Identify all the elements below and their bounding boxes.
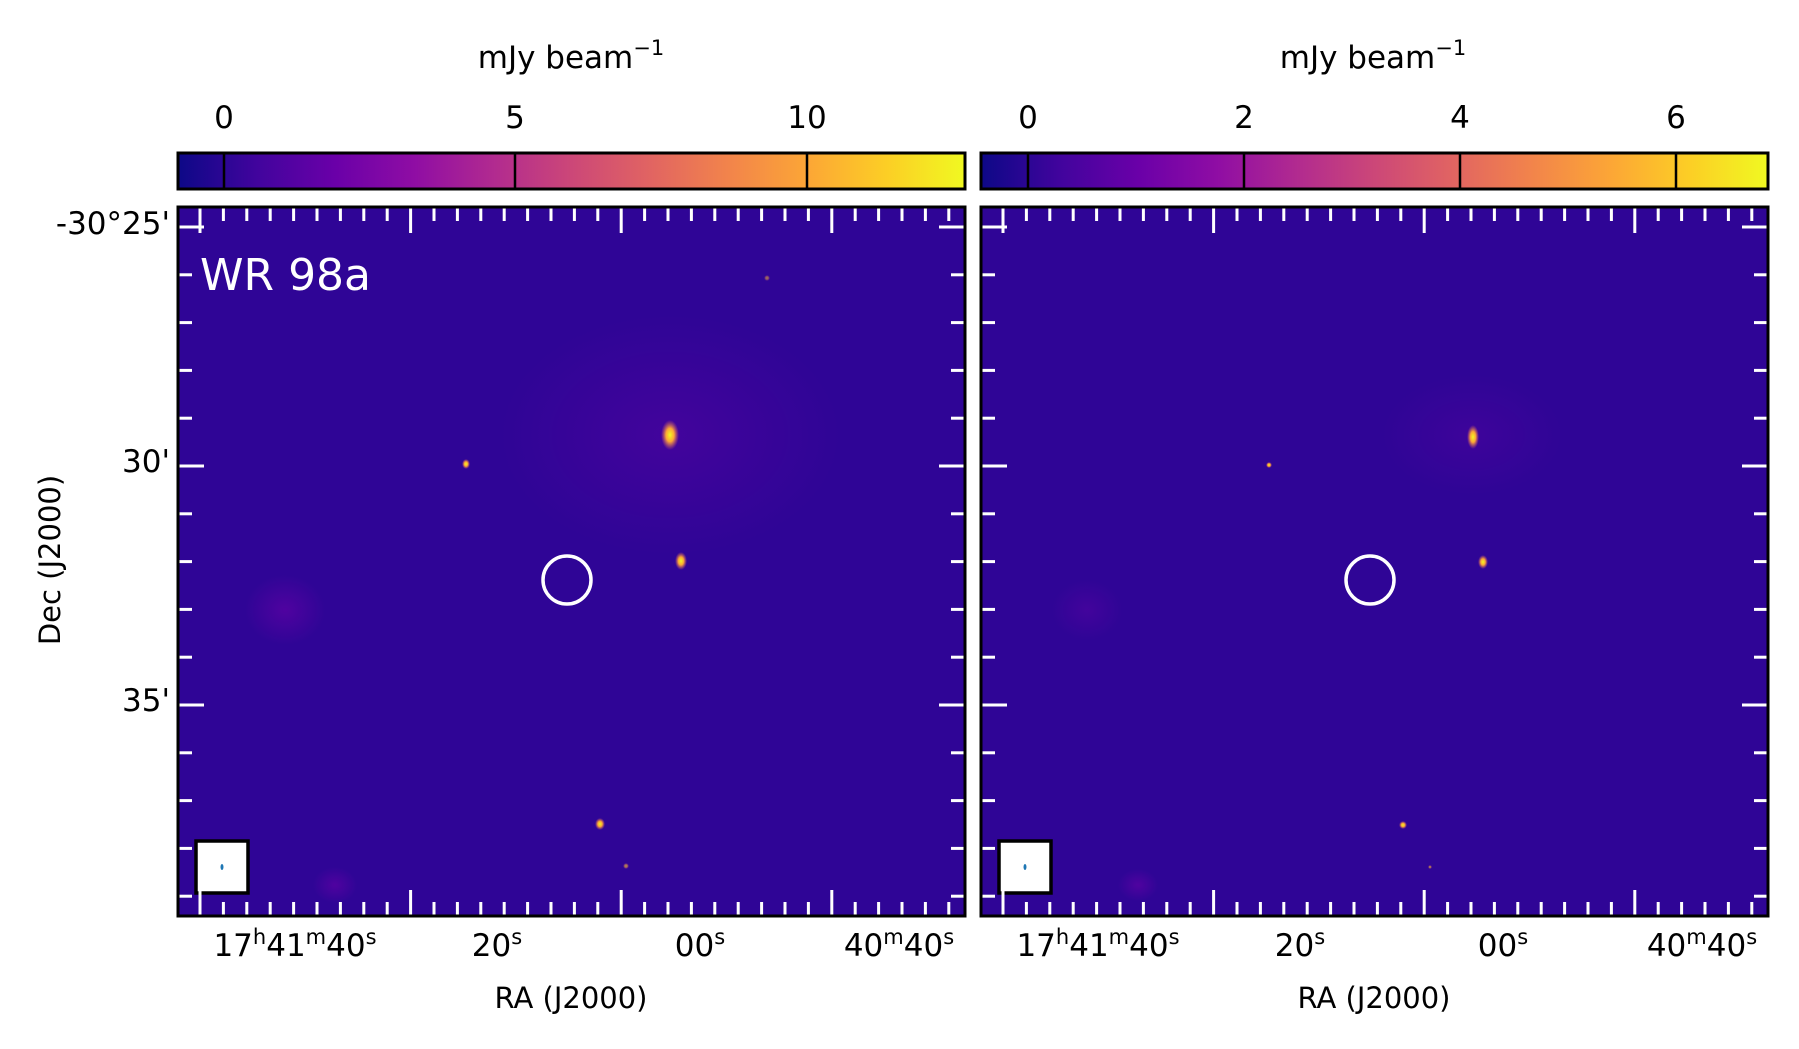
radio-source — [462, 459, 470, 469]
sky-image-left: WR 98a — [178, 207, 965, 916]
ra-tick-label: 20s — [472, 925, 522, 964]
radio-source — [1467, 425, 1479, 449]
colorbar-tick-label: 0 — [1018, 100, 1038, 136]
panel-right: mJy beam−1 0 2 4 6 — [979, 36, 1770, 1015]
radio-source — [1399, 821, 1407, 829]
beam-ellipse — [220, 864, 224, 870]
image-background — [981, 207, 1768, 916]
dec-tick-labels: -30°25' 30' 35' — [56, 206, 170, 719]
ra-tick-label: 00s — [675, 925, 725, 964]
target-position-marker — [1344, 554, 1396, 606]
y-axis-label: Dec (J2000) — [33, 475, 67, 645]
ra-tick-label: 40m40s — [1647, 925, 1757, 964]
colorbar-tick-label: 2 — [1234, 100, 1254, 136]
image-background — [178, 207, 965, 916]
dec-tick-label: 30' — [122, 444, 170, 480]
x-axis-label-left: RA (J2000) — [494, 981, 647, 1015]
colorbar-ticks-right: 0 2 4 6 — [1018, 100, 1686, 189]
radio-source — [1266, 462, 1272, 468]
colorbar-right — [979, 151, 1770, 191]
radio-source — [675, 552, 687, 570]
ra-tick-label: 40m40s — [844, 925, 954, 964]
ra-tick-labels-left: 17h41m40s 20s 00s 40m40s — [213, 925, 954, 964]
ra-tick-label: 17h41m40s — [213, 925, 376, 964]
colorbar-tick-label: 4 — [1450, 100, 1470, 136]
radio-source — [595, 818, 605, 830]
ra-tick-label: 17h41m40s — [1016, 925, 1179, 964]
colorbar-unit-right: mJy beam−1 — [1280, 36, 1466, 76]
dec-tick-label: 35' — [122, 683, 170, 719]
diffuse-emission — [313, 867, 357, 903]
dec-tick-label: -30°25' — [56, 206, 170, 242]
colorbar-tick-label: 0 — [214, 100, 234, 136]
beam-ellipse — [1023, 864, 1027, 870]
target-position-marker — [541, 554, 593, 606]
panel-left: mJy beam−1 0 5 10 WR 98a — [33, 36, 967, 1015]
x-axis-label-right: RA (J2000) — [1297, 981, 1450, 1015]
axis-ticks-right — [981, 207, 1768, 916]
radio-source — [661, 420, 679, 450]
ra-tick-label: 00s — [1478, 925, 1528, 964]
colorbar-ticks-left: 0 5 10 — [214, 100, 827, 189]
diffuse-emission — [245, 575, 325, 645]
sky-image-right — [981, 207, 1768, 916]
colorbar-left — [176, 151, 967, 191]
axis-ticks-left — [178, 207, 965, 916]
radio-source — [1478, 555, 1488, 569]
radio-source — [764, 275, 770, 281]
colorbar-tick-label: 6 — [1666, 100, 1686, 136]
diffuse-emission — [1052, 580, 1122, 640]
diffuse-emission — [1118, 869, 1158, 901]
colorbar-tick-label: 10 — [787, 100, 826, 136]
radio-source — [1428, 865, 1432, 869]
radio-source — [623, 863, 629, 869]
ra-tick-labels-right: 17h41m40s 20s 00s 40m40s — [1016, 925, 1757, 964]
colorbar-tick-label: 5 — [505, 100, 525, 136]
image-frame-left — [176, 205, 967, 918]
colorbar-unit-left: mJy beam−1 — [478, 36, 664, 76]
source-label: WR 98a — [200, 250, 371, 301]
ra-tick-label: 20s — [1275, 925, 1325, 964]
image-frame-right — [979, 205, 1770, 918]
